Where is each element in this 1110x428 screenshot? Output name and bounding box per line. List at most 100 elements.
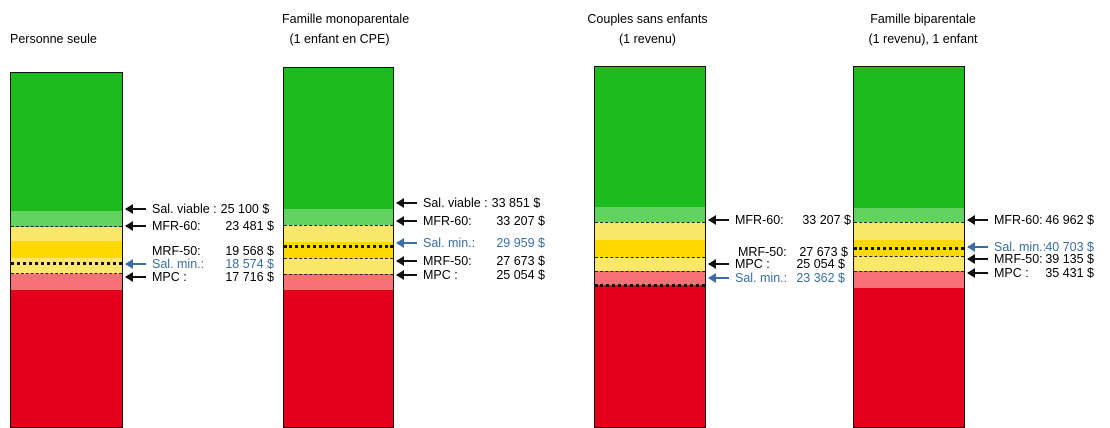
annotation-mfr60: MFR-60: 33 207 $ xyxy=(708,213,851,227)
arrow-left-icon xyxy=(396,238,417,248)
annotation-mrf50: MRF-50: 27 673 $ xyxy=(738,245,848,259)
mrf50-line xyxy=(854,256,964,257)
arrow-left-icon xyxy=(708,215,729,225)
annotation-label: Sal. min.: xyxy=(423,236,476,250)
annotation-label: MRF-50: xyxy=(738,245,787,259)
zone-light-yellow xyxy=(11,227,122,241)
annotation-label: MRF-50: xyxy=(994,252,1043,266)
zone-light-green xyxy=(284,209,393,225)
arrow-left-icon xyxy=(967,254,988,264)
arrow-left-icon xyxy=(396,216,417,226)
arrow-left-icon xyxy=(396,198,417,208)
annotation-value: 25 100 $ xyxy=(220,202,270,216)
zone-pink xyxy=(11,274,122,290)
annotation-value: 23 362 $ xyxy=(796,271,845,285)
annotation-label: MPC : xyxy=(152,270,187,284)
zone-light-green xyxy=(11,211,122,227)
zone-green xyxy=(854,67,964,208)
annotation-value: 18 574 $ xyxy=(225,257,274,271)
panel-3-bar xyxy=(594,66,706,428)
mfr60-line xyxy=(595,222,705,223)
annotation-value: 40 703 $ xyxy=(1045,240,1094,254)
zone-yellow xyxy=(595,240,705,257)
panel-2-title-line-2: (1 enfant en CPE) xyxy=(289,32,390,46)
annotation-mpc: MPC : 17 716 $ xyxy=(125,270,274,284)
arrow-left-icon xyxy=(708,273,729,283)
annotation-mfr60: MFR-60: 33 207 $ xyxy=(396,214,545,228)
annotation-sal-viable: Sal. viable : 25 100 $ xyxy=(125,202,270,216)
zone-light-yellow xyxy=(284,225,393,242)
panel-4-title-line-2: (1 revenu), 1 enfant xyxy=(868,32,978,46)
arrow-left-icon xyxy=(967,268,988,278)
panel-4-bar xyxy=(853,66,965,428)
zone-light-yellow xyxy=(595,222,705,240)
annotation-mpc: MPC : 35 431 $ xyxy=(967,266,1094,280)
annotation-label: MPC : xyxy=(994,266,1029,280)
zone-red xyxy=(284,290,393,427)
annotation-value: 19 568 $ xyxy=(225,244,274,258)
mpc-line xyxy=(595,271,705,272)
annotation-label: MPC : xyxy=(423,268,458,282)
arrow-left-icon xyxy=(125,221,146,231)
zone-yellow xyxy=(11,241,122,258)
zone-light-yellow xyxy=(11,258,122,274)
annotation-value: 33 207 $ xyxy=(802,213,851,227)
zone-red xyxy=(11,290,122,427)
annotation-value: 27 673 $ xyxy=(799,245,848,259)
panel-4-title-line-1: Famille biparentale xyxy=(870,12,976,26)
zone-red xyxy=(595,285,705,427)
zone-red xyxy=(854,288,964,427)
annotation-label: Sal. viable : xyxy=(423,196,488,210)
annotation-value: 35 431 $ xyxy=(1045,266,1094,280)
panel-4-title: Famille biparentale (1 revenu), 1 enfant xyxy=(858,9,988,49)
mfr60-line xyxy=(854,222,964,223)
annotation-label: MRF-50: xyxy=(152,244,201,258)
annotation-mpc: MPC : 25 054 $ xyxy=(708,257,845,271)
annotation-value: 27 673 $ xyxy=(496,254,545,268)
zone-pink xyxy=(595,271,705,285)
annotation-sal-viable: Sal. viable : 33 851 $ xyxy=(396,196,540,210)
zone-green xyxy=(284,68,393,209)
sal-min-line xyxy=(284,245,393,248)
arrow-left-icon xyxy=(125,204,146,214)
zone-pink xyxy=(854,271,964,288)
panel-1-title-line-1: Personne seule xyxy=(10,32,97,46)
annotation-sal-min: Sal. min.: 40 703 $ xyxy=(967,240,1094,254)
mrf50-line xyxy=(284,258,393,259)
panel-2-bar xyxy=(283,67,394,428)
annotation-value: 33 207 $ xyxy=(496,214,545,228)
panel-3-title: Couples sans enfants (1 revenu) xyxy=(580,9,715,49)
annotation-label: Sal. min.: xyxy=(994,240,1047,254)
annotation-value: 25 054 $ xyxy=(496,268,545,282)
mpc-line xyxy=(284,274,393,275)
panel-2-title: Famille monoparentale (1 enfant en CPE) xyxy=(282,9,410,49)
panel-2-title-line-1: Famille monoparentale xyxy=(282,12,410,26)
annotation-value: 29 959 $ xyxy=(496,236,545,250)
zone-light-yellow xyxy=(595,257,705,271)
panel-3-title-line-2: (1 revenu) xyxy=(619,32,676,46)
annotation-mrf50: MRF-50: 39 135 $ xyxy=(967,252,1094,266)
zone-green xyxy=(595,67,705,207)
annotation-label: MRF-50: xyxy=(423,254,472,268)
sal-min-line xyxy=(595,284,705,287)
mpc-line xyxy=(11,273,122,274)
mfr60-line xyxy=(11,226,122,227)
annotation-sal-min: Sal. min.: 23 362 $ xyxy=(708,271,845,285)
annotation-value: 23 481 $ xyxy=(225,219,274,233)
annotation-label: Sal. min.: xyxy=(735,271,788,285)
zone-light-yellow xyxy=(854,256,964,271)
arrow-left-icon xyxy=(708,259,729,269)
annotation-label: MFR-60: xyxy=(735,213,784,227)
annotation-label: MFR-60: xyxy=(994,213,1043,227)
arrow-left-icon xyxy=(967,215,988,225)
panel-1-bar xyxy=(10,72,123,428)
panel-3-title-line-1: Couples sans enfants xyxy=(587,12,708,26)
annotation-mfr60: MFR-60: 23 481 $ xyxy=(125,219,274,233)
annotation-label: Sal. min.: xyxy=(152,257,205,271)
mfr60-line xyxy=(284,225,393,226)
annotation-label: MPC : xyxy=(735,257,770,271)
arrow-left-icon xyxy=(125,259,146,269)
annotation-mfr60: MFR-60: 46 962 $ xyxy=(967,213,1094,227)
annotation-sal-min: Sal. min.: 18 574 $ xyxy=(125,257,274,271)
annotation-mrf50: MRF-50: 27 673 $ xyxy=(396,254,545,268)
